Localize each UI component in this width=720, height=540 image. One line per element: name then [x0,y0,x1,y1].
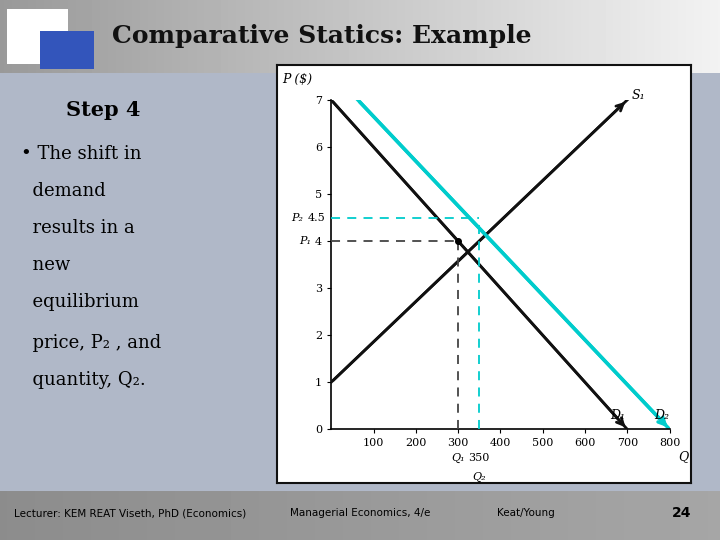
Text: 24: 24 [672,507,691,520]
Text: equilibrium: equilibrium [21,293,139,311]
Text: Q₂: Q₂ [472,471,486,482]
Text: P₁: P₁ [300,236,312,246]
Text: P ($): P ($) [282,73,312,86]
Text: D₂: D₂ [654,409,670,422]
Text: 4.5: 4.5 [308,213,325,222]
Text: • The shift in: • The shift in [21,145,141,164]
Text: price, P₂ , and: price, P₂ , and [21,334,161,352]
FancyBboxPatch shape [7,9,68,64]
Text: Lecturer: KEM REAT Viseth, PhD (Economics): Lecturer: KEM REAT Viseth, PhD (Economic… [14,508,247,518]
Text: demand: demand [21,183,106,200]
Text: D₁: D₁ [610,409,625,422]
Text: Managerial Economics, 4/e: Managerial Economics, 4/e [290,508,430,518]
Text: S₁: S₁ [631,89,645,102]
Text: Keat/Young: Keat/Young [497,508,554,518]
Text: 350: 350 [469,453,490,463]
Text: Q₁: Q₁ [451,453,465,463]
Text: P₂: P₂ [291,213,303,222]
Text: Step 4: Step 4 [66,100,140,120]
Text: quantity, Q₂.: quantity, Q₂. [21,371,145,389]
Text: new: new [21,256,70,274]
FancyBboxPatch shape [40,31,94,69]
Text: Comparative Statics: Example: Comparative Statics: Example [112,24,531,49]
Text: Q: Q [678,450,688,463]
Text: results in a: results in a [21,219,135,237]
